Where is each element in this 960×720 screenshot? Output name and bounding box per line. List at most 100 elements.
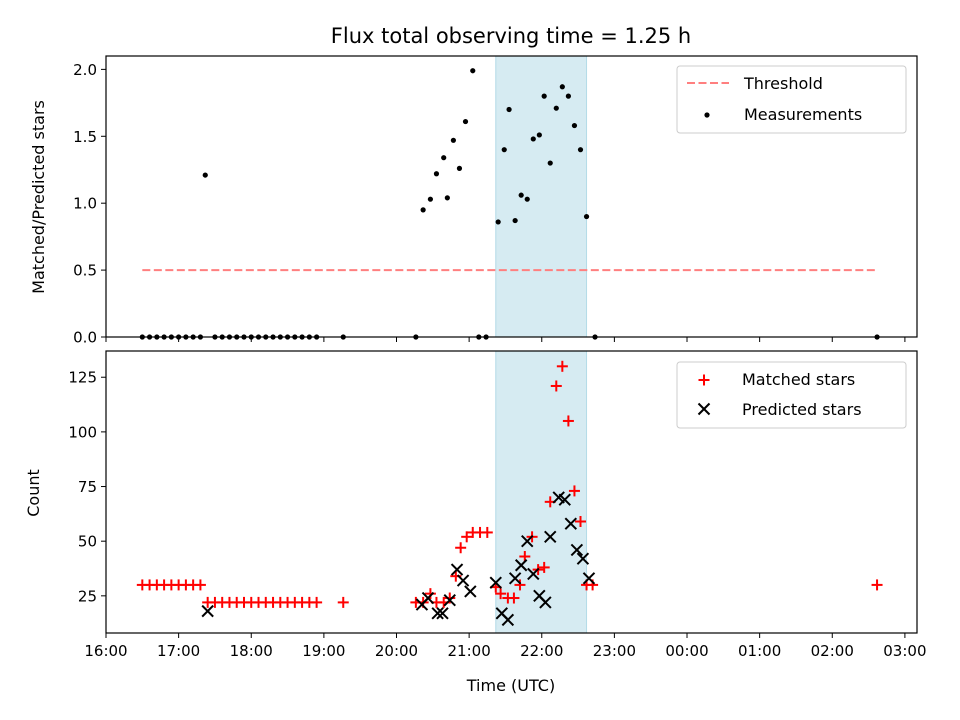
legend-matched-label: Matched stars: [742, 370, 855, 389]
measurement-point: [495, 219, 501, 225]
predicted-star-point: [544, 530, 557, 544]
y-tick-label-bottom: 50: [78, 533, 97, 551]
predicted-star-point: [564, 517, 578, 530]
x-tick-label: 23:00: [593, 642, 636, 660]
matched-star-point: [568, 485, 580, 497]
y-tick-label-top: 0.0: [73, 329, 97, 347]
predicted-star-point: [576, 552, 590, 565]
x-tick-label: 20:00: [375, 642, 418, 660]
matched-star-point: [574, 516, 586, 528]
bottom-panel: 25 50 75 100 125 16:00 17:00 18:00 19:00 20:00 21:…: [68, 350, 927, 660]
matched-star-point: [562, 415, 574, 427]
predicted-star-point: [421, 591, 435, 605]
measurement-point: [202, 172, 208, 178]
predicted-star-point: [201, 604, 214, 618]
x-tick-label: 17:00: [157, 642, 200, 660]
measurement-point: [427, 196, 433, 202]
matched-star-point: [556, 360, 568, 372]
measurement-point: [512, 217, 518, 224]
measurement-point: [583, 213, 590, 220]
predicted-star-point: [521, 534, 534, 548]
x-tick-label: 18:00: [230, 642, 273, 660]
y-tick-label-bottom: 25: [78, 587, 97, 605]
matched-star-point: [481, 526, 493, 538]
predicted-star-point: [436, 607, 449, 620]
predicted-star-point: [558, 493, 571, 506]
legend-matched-swatch: [698, 374, 710, 386]
measurement-point: [470, 68, 476, 74]
measurement-point: [530, 136, 536, 142]
y-tick-label-bottom: 75: [78, 478, 97, 496]
measurement-point: [524, 196, 530, 202]
predicted-star-point: [464, 585, 477, 598]
x-tick-label: 00:00: [665, 642, 708, 660]
measurement-point: [462, 118, 469, 125]
y-tick-label-top: 1.5: [73, 128, 97, 146]
matched-star-point: [337, 596, 349, 608]
measurement-point: [433, 171, 440, 177]
measurement-point: [420, 207, 426, 213]
matched-star-point: [550, 380, 562, 392]
measurement-point: [518, 192, 524, 198]
legend-bottom: Matched stars Predicted stars: [676, 361, 907, 429]
x-tick-label: 19:00: [302, 642, 345, 660]
chart-title: Flux total observing time = 1.25 h: [331, 24, 691, 48]
matched-star-point: [519, 550, 531, 562]
axes-frame-top: [105, 55, 918, 338]
measurement-point: [577, 147, 584, 153]
predicted-star-point: [443, 594, 456, 607]
predicted-star-point: [508, 572, 522, 585]
predicted-star-point: [582, 572, 596, 585]
x-axis-label: Time (UTC): [466, 676, 555, 695]
predicted-star-point: [570, 543, 584, 557]
legend-predicted-label: Predicted stars: [742, 400, 862, 419]
x-tick-label: 21:00: [448, 642, 491, 660]
measurement-point: [559, 84, 565, 90]
predicted-star-point: [450, 563, 464, 576]
y-axis-label-bottom: Count: [24, 469, 43, 517]
measurement-point: [450, 137, 456, 143]
predicted-star-point: [456, 574, 470, 587]
legend-top-frame: [676, 65, 907, 134]
matched-star-point: [508, 592, 520, 604]
y-tick-label-top: 1.0: [73, 195, 97, 213]
axes-frame-bottom: [105, 350, 918, 634]
shaded-interval-top: [495, 55, 588, 338]
legend-bottom-frame: [676, 361, 907, 429]
matched-star-point: [538, 561, 550, 573]
predicted-star-point: [501, 613, 515, 627]
x-tick-label: 03:00: [883, 642, 926, 660]
measurement-point: [506, 106, 512, 113]
measurement-point: [444, 195, 450, 201]
measurement-point: [501, 147, 507, 153]
matched-star-point: [495, 588, 507, 600]
matched-star-point: [444, 592, 456, 604]
matched-star-point: [871, 579, 883, 591]
measurement-point: [571, 122, 578, 129]
x-tick-label: 16:00: [84, 642, 127, 660]
matched-star-point: [311, 596, 323, 608]
measurement-point: [536, 132, 542, 138]
legend-threshold-label: Threshold: [743, 74, 823, 93]
x-tick-label: 01:00: [738, 642, 781, 660]
predicted-star-point: [539, 596, 552, 609]
matched-star-point: [461, 531, 473, 543]
x-tick-label: 02:00: [811, 642, 854, 660]
x-tick-label: 22:00: [520, 642, 563, 660]
measurement-point: [441, 155, 447, 161]
top-panel: 0.0 0.5 1.0 1.5 2.0: [73, 55, 918, 347]
measurement-point: [553, 105, 559, 111]
matched-star-point: [455, 542, 467, 554]
legend-measurements-swatch: [704, 112, 710, 118]
measurement-point: [547, 160, 553, 166]
predicted-star-point: [431, 607, 444, 620]
legend-predicted-swatch: [697, 402, 711, 416]
shaded-interval-bottom: [495, 350, 588, 634]
predicted-star-point: [514, 559, 528, 572]
y-tick-label-top: 2.0: [73, 61, 97, 79]
legend-top: Threshold Measurements: [676, 65, 907, 134]
y-axis-label-top: Matched/Predicted stars: [29, 100, 48, 294]
legend-measurements-label: Measurements: [744, 105, 862, 124]
matched-star-point: [514, 579, 526, 591]
